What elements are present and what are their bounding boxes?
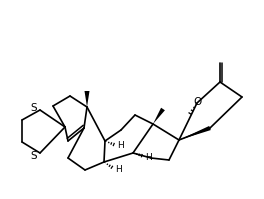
Text: H: H	[145, 152, 152, 162]
Polygon shape	[84, 91, 89, 107]
Text: O: O	[193, 97, 201, 107]
Text: S: S	[31, 151, 37, 161]
Polygon shape	[179, 126, 211, 140]
Text: H: H	[117, 141, 124, 150]
Polygon shape	[153, 108, 165, 124]
Text: H: H	[115, 165, 122, 174]
Text: S: S	[31, 103, 37, 113]
